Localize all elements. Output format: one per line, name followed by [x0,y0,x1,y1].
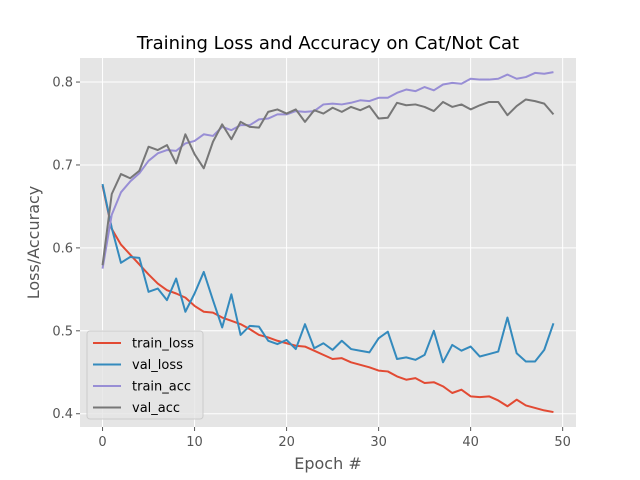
y-tick-label: 0.8 [52,76,73,91]
legend-label-train-acc: train_acc [132,380,191,395]
x-tick-label: 10 [186,435,203,450]
legend-label-val-acc: val_acc [132,401,180,416]
y-tick-label: 0.7 [52,158,73,173]
legend: train_loss val_loss train_acc val_acc [86,330,204,420]
y-axis-label: Loss/Accuracy [24,186,43,300]
x-tick-label: 20 [278,435,295,450]
legend-label-val-loss: val_loss [132,358,183,373]
x-tick-label: 0 [98,435,106,450]
y-tick-label: 0.6 [52,241,73,256]
y-tick-label: 0.5 [52,324,73,339]
series-line-val-acc [101,98,555,266]
series-lines [101,71,555,414]
chart-title: Training Loss and Accuracy on Cat/Not Ca… [136,33,519,54]
series-line-train-acc [101,71,554,269]
series-line-val-loss [101,183,555,364]
legend-label-train-loss: train_loss [132,337,194,352]
x-tick-labels: 0 10 20 30 40 50 [98,427,571,450]
x-tick-label: 40 [462,435,479,450]
x-tick-label: 30 [370,435,387,450]
y-tick-labels: 0.4 0.5 0.6 0.7 0.8 [52,76,80,422]
series-line-train-loss [101,185,554,414]
x-axis-label: Epoch # [294,454,361,473]
x-tick-label: 50 [554,435,571,450]
y-tick-label: 0.4 [52,407,73,422]
legend-box [86,330,204,420]
